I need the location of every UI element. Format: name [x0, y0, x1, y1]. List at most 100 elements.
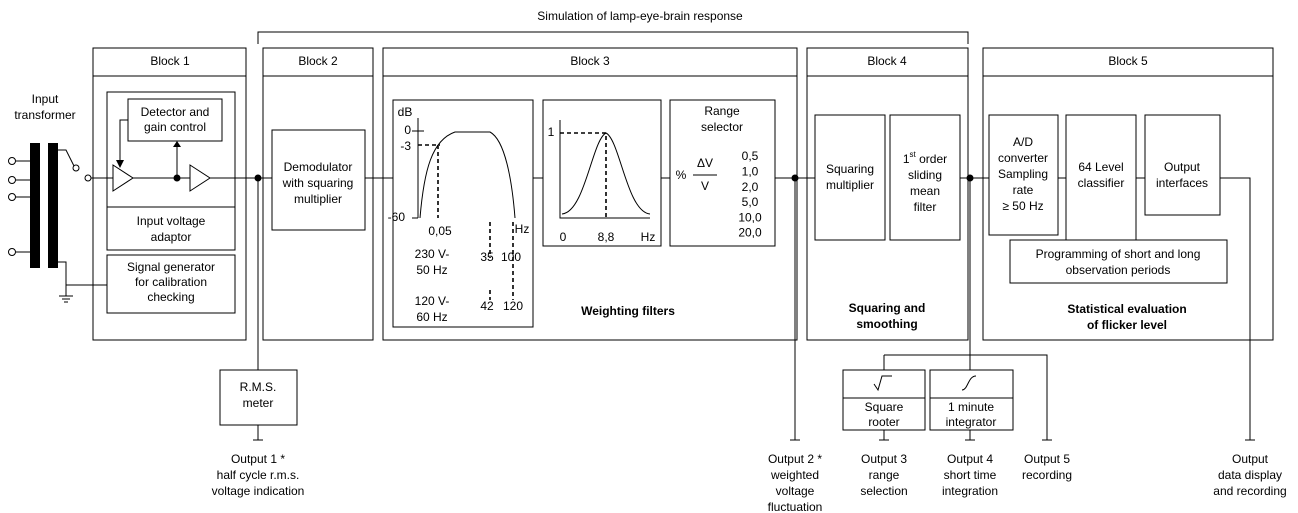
rms-label: R.M.S. — [240, 380, 277, 394]
converter-label: A/D — [1013, 135, 1033, 149]
interfaces-label: Output — [1164, 160, 1201, 174]
axis-label: 0,05 — [428, 224, 452, 238]
range-title: selector — [701, 120, 743, 134]
block-title: Block 4 — [867, 54, 907, 68]
arrowhead — [173, 141, 181, 147]
filter-dashes — [418, 144, 514, 300]
supply-label: 60 Hz — [416, 310, 447, 324]
filter-curve — [412, 118, 516, 219]
block1-internals — [106, 91, 236, 314]
rms-label: meter — [243, 396, 274, 410]
block-title: Block 3 — [570, 54, 610, 68]
wiring — [16, 149, 107, 303]
rooter-label: rooter — [868, 415, 899, 429]
amplifier — [112, 164, 134, 192]
response-curve — [559, 120, 651, 219]
demodulator-label: multiplier — [294, 192, 342, 206]
terminal — [8, 176, 16, 184]
filter-label: sliding — [908, 168, 942, 182]
control-line — [119, 119, 178, 178]
filter-label: mean — [910, 184, 940, 198]
range-value: 2,0 — [742, 180, 759, 194]
output-description: fluctuation — [768, 500, 823, 513]
output-description: selection — [860, 484, 907, 498]
root-symbol — [873, 375, 892, 392]
frequency-label: 35 — [480, 250, 494, 264]
core-bar — [48, 143, 58, 268]
filter-graph-box — [392, 99, 534, 328]
axis-label: 1 — [548, 125, 555, 139]
range-value: 20,0 — [738, 226, 762, 240]
switch-contact — [72, 164, 80, 172]
core-bar — [30, 143, 40, 268]
adaptor-label: adaptor — [151, 230, 192, 244]
adaptor-box — [106, 91, 236, 251]
axis-label: 0 — [404, 123, 411, 137]
range-value: 1,0 — [742, 164, 759, 178]
block-frame — [382, 47, 798, 341]
block-title: Block 5 — [1108, 54, 1148, 68]
output-description: voltage — [776, 484, 815, 498]
programming-label: Programming of short and long — [1036, 247, 1201, 261]
range-title: Range — [704, 104, 740, 118]
output-description: and recording — [1213, 484, 1286, 498]
block-frame — [982, 47, 1274, 341]
block3-internals — [392, 99, 776, 328]
squaring-label: Squaring — [826, 162, 874, 176]
percent-sign: % — [676, 168, 687, 182]
supply-label: 230 V- — [415, 247, 450, 261]
order-number: 1 — [903, 152, 910, 166]
block-title: Block 1 — [150, 54, 190, 68]
classifier-label: 64 Level — [1078, 160, 1123, 174]
arrowhead — [116, 160, 124, 168]
response-dashes — [560, 132, 607, 218]
output-description: weighted — [770, 468, 819, 482]
converter-label: rate — [1013, 183, 1034, 197]
junction — [173, 174, 181, 182]
integrator-box — [929, 369, 1014, 431]
programming-box — [1009, 239, 1228, 284]
supply-label: 120 V- — [415, 294, 450, 308]
filter-box — [889, 114, 961, 241]
filter-label: filter — [914, 200, 937, 214]
converter-label: Sampling — [998, 167, 1048, 181]
converter-label: ≥ 50 Hz — [1002, 199, 1043, 213]
terminal — [8, 157, 16, 165]
block-caption: of flicker level — [1087, 318, 1167, 332]
output-label: Output 4 — [947, 452, 993, 466]
terminal — [8, 193, 16, 201]
block-caption: smoothing — [856, 317, 917, 331]
frequency-label: 120 — [503, 299, 523, 313]
output-label: Output 2 * — [768, 452, 822, 466]
transformer-label: Input — [32, 92, 59, 106]
block-caption: Weighting filters — [581, 304, 675, 318]
output-description: voltage indication — [212, 484, 305, 498]
output-description: short time — [944, 468, 997, 482]
block-frame — [806, 47, 969, 341]
output-lines — [253, 178, 1052, 441]
block-title: Block 2 — [298, 54, 338, 68]
block-caption: Squaring and — [849, 301, 926, 315]
rms-box — [219, 369, 298, 426]
output-label: Output 1 * — [231, 452, 285, 466]
frequency-label: 42 — [480, 299, 494, 313]
frequency-label: 100 — [501, 250, 521, 264]
response-graph-box — [542, 99, 662, 247]
axis-unit: Hz — [641, 230, 656, 244]
integral-symbol — [961, 375, 977, 391]
integrator-label: 1 minute — [948, 400, 994, 414]
range-value: 0,5 — [742, 149, 759, 163]
output-description: half cycle r.m.s. — [217, 468, 300, 482]
output-description: data display — [1218, 468, 1282, 482]
output-description: integration — [942, 484, 998, 498]
axis-unit: dB — [398, 105, 413, 119]
block-frame — [92, 47, 247, 341]
axis-label: 0 — [560, 230, 567, 244]
detector-label: Detector and — [141, 105, 210, 119]
range-selector-box — [669, 99, 776, 247]
output-label: Output 5 — [1024, 452, 1070, 466]
converter-box — [988, 114, 1059, 236]
squaring-box — [814, 114, 886, 241]
generator-label: for calibration — [135, 275, 207, 289]
block-caption: Statistical evaluation — [1067, 302, 1186, 316]
